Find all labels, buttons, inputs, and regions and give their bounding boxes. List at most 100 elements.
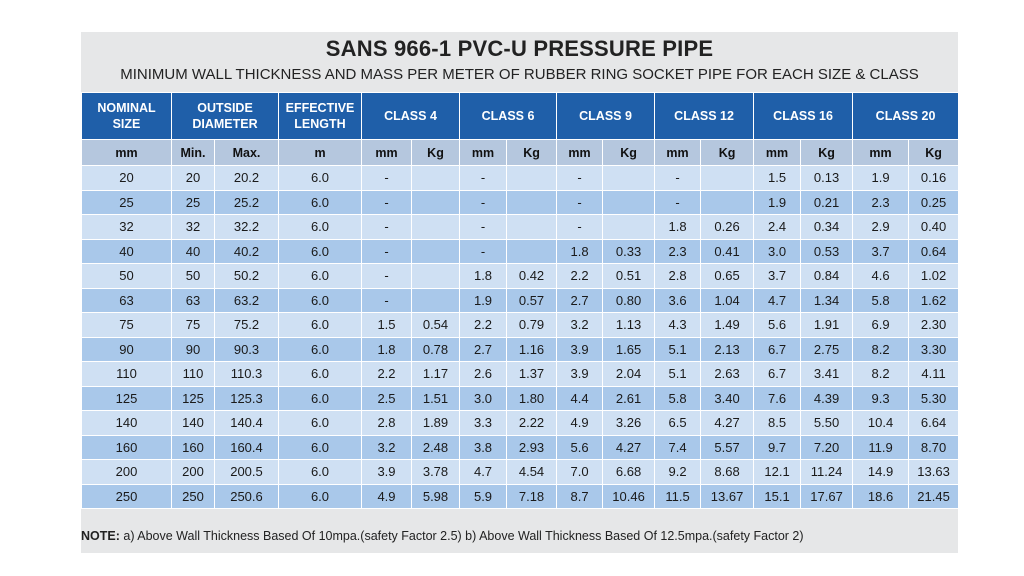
table-cell: - (361, 238, 412, 264)
table-cell: 2.75 (800, 336, 854, 362)
table-cell: 250 (81, 483, 172, 509)
table-cell: 0.84 (800, 263, 854, 289)
table-cell: 3.78 (410, 459, 461, 485)
table-cell: 2.3 (852, 189, 910, 215)
table-cell (506, 189, 558, 215)
unit-cell: mm (81, 139, 172, 166)
table-cell: 6.0 (278, 238, 362, 264)
table-cell: 4.9 (361, 483, 412, 509)
table-row: 250 250 250.6 6.0 4.9 5.98 5.9 7.18 8.7 10.46 11.5… (81, 483, 960, 509)
table-cell: 2.6 (459, 361, 508, 387)
table-cell: 2.7 (556, 287, 604, 313)
table-cell: 2.04 (602, 361, 656, 387)
table-cell: 25 (81, 189, 172, 215)
unit-cell: mm (556, 139, 604, 166)
table-cell: 3.7 (753, 263, 802, 289)
table-cell (602, 189, 656, 215)
table-cell: 75 (81, 312, 172, 338)
table-cell: 40.2 (214, 238, 279, 264)
table-cell: 1.62 (908, 287, 960, 313)
table-cell: 4.6 (852, 263, 910, 289)
table-cell: 25.2 (214, 189, 279, 215)
table-cell: 8.70 (908, 434, 960, 460)
table-cell: 140.4 (214, 410, 279, 436)
table-cell: 0.42 (506, 263, 558, 289)
table-cell: 2.93 (506, 434, 558, 460)
table-cell: 0.64 (908, 238, 960, 264)
table-cell: 0.41 (700, 238, 755, 264)
table-cell: 2.13 (700, 336, 755, 362)
table-cell: 6.9 (852, 312, 910, 338)
table-cell: 4.9 (556, 410, 604, 436)
table-cell: 8.2 (852, 361, 910, 387)
table-cell: 9.7 (753, 434, 802, 460)
unit-cell: Kg (800, 139, 854, 166)
header-class-12: CLASS 12 (654, 92, 755, 140)
table-cell: 3.41 (800, 361, 854, 387)
table-cell: 6.0 (278, 165, 362, 191)
table-cell: 2.7 (459, 336, 508, 362)
table-cell: 6.0 (278, 361, 362, 387)
table-cell: 50 (171, 263, 215, 289)
unit-cell: Kg (700, 139, 755, 166)
table-cell: 200 (81, 459, 172, 485)
table-row: 200 200 200.5 6.0 3.9 3.78 4.7 4.54 7.0 6.68 9.2 8.… (81, 459, 960, 485)
table-row: 75 75 75.2 6.0 1.5 0.54 2.2 0.79 3.2 1.13 4.3 1.49 5… (81, 312, 960, 338)
header-outside-diameter: OUTSIDE DIAMETER (171, 92, 279, 140)
table-cell: - (459, 214, 508, 240)
table-cell: 1.02 (908, 263, 960, 289)
table-cell: 0.25 (908, 189, 960, 215)
table-cell: 2.61 (602, 385, 656, 411)
table-cell: 6.0 (278, 263, 362, 289)
table-cell: 1.51 (410, 385, 461, 411)
table-cell: 5.98 (410, 483, 461, 509)
table-cell: 2.2 (361, 361, 412, 387)
table-cell: - (556, 214, 604, 240)
table-cell: 21.45 (908, 483, 960, 509)
table-cell: 2.3 (654, 238, 702, 264)
table-cell: 1.9 (753, 189, 802, 215)
table-cell: 6.5 (654, 410, 702, 436)
table-cell: 1.17 (410, 361, 461, 387)
table-cell: 2.2 (556, 263, 604, 289)
unit-cell: Kg (410, 139, 461, 166)
table-cell: 4.27 (700, 410, 755, 436)
table-cell: 6.0 (278, 434, 362, 460)
table-cell: 110 (81, 361, 172, 387)
table-cell: 7.4 (654, 434, 702, 460)
table-cell: 3.8 (459, 434, 508, 460)
table-cell: 4.7 (459, 459, 508, 485)
note-text: a) Above Wall Thickness Based Of 10mpa.(… (119, 529, 804, 543)
table-cell: 1.8 (556, 238, 604, 264)
table-cell: 140 (171, 410, 215, 436)
table-cell: - (556, 189, 604, 215)
table-row: 25 25 25.2 6.0- - - -1.9 0.21 2.3 0.25 (81, 189, 960, 215)
table-cell: 5.6 (753, 312, 802, 338)
table-cell: 160 (171, 434, 215, 460)
table-cell: 1.04 (700, 287, 755, 313)
table-cell: 6.0 (278, 287, 362, 313)
table-cell: 2.9 (852, 214, 910, 240)
table-cell: - (361, 287, 412, 313)
table-cell (700, 189, 755, 215)
table-cell: 6.64 (908, 410, 960, 436)
table-cell: 2.5 (361, 385, 412, 411)
table-cell: 32 (81, 214, 172, 240)
table-cell: 5.30 (908, 385, 960, 411)
table-row: 32 32 32.2 6.0- - -1.8 0.26 2.4 0.34 2.9 0.40 (81, 214, 960, 240)
table-header-row: NOMINAL SIZE OUTSIDE DIAMETER EFFECTIVE LEN… (81, 92, 960, 140)
table-cell: 4.27 (602, 434, 656, 460)
unit-cell: Min. (171, 139, 215, 166)
table-cell: 6.0 (278, 483, 362, 509)
unit-cell: mm (852, 139, 910, 166)
table-cell: 3.30 (908, 336, 960, 362)
table-cell: 3.6 (654, 287, 702, 313)
table-cell: 6.68 (602, 459, 656, 485)
table-cell: 0.21 (800, 189, 854, 215)
table-cell: 5.57 (700, 434, 755, 460)
table-cell: 200.5 (214, 459, 279, 485)
header-class-9: CLASS 9 (556, 92, 656, 140)
table-cell: - (459, 189, 508, 215)
table-cell: 250 (171, 483, 215, 509)
table-cell (506, 214, 558, 240)
